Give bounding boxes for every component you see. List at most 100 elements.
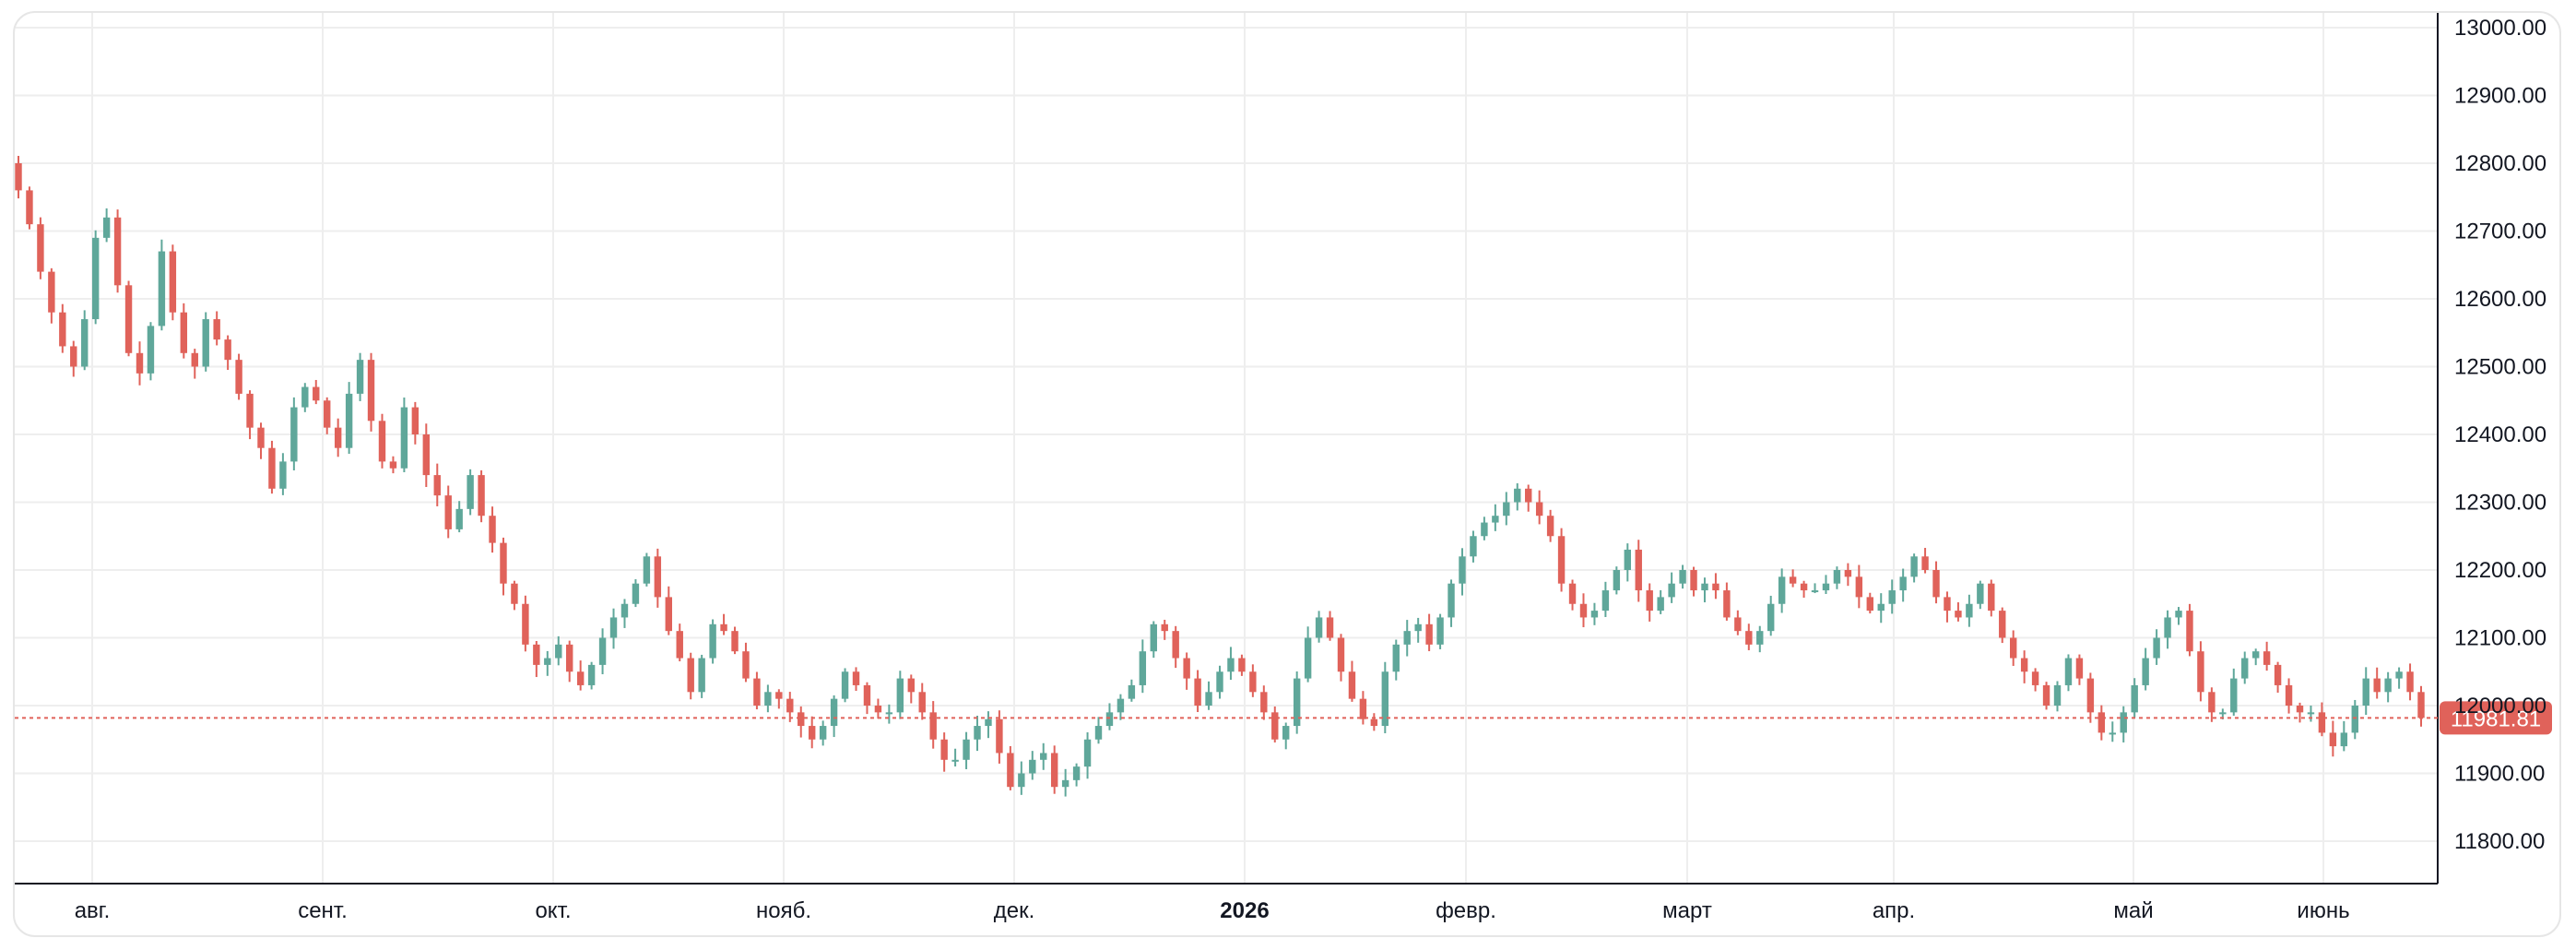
candle-down bbox=[478, 475, 485, 517]
candle-up bbox=[1503, 502, 1510, 517]
candle-down bbox=[411, 407, 419, 434]
y-tick-label: 12400.00 bbox=[2454, 422, 2546, 447]
candle-up bbox=[2120, 712, 2127, 733]
grid-lines bbox=[15, 13, 2438, 884]
candle-up bbox=[279, 461, 287, 489]
candle-up bbox=[1128, 684, 1136, 699]
y-tick-label: 13000.00 bbox=[2454, 16, 2546, 41]
candle-up bbox=[1304, 637, 1312, 679]
candle-up bbox=[1657, 597, 1664, 612]
candle-down bbox=[1525, 488, 1532, 503]
candle-up bbox=[81, 319, 89, 367]
last-price-label: 11981.81 bbox=[2451, 707, 2541, 731]
candle-down bbox=[59, 312, 66, 347]
candle-up bbox=[609, 617, 618, 638]
candles bbox=[15, 156, 2425, 797]
candle-up bbox=[290, 407, 298, 462]
candle-down bbox=[1579, 603, 1588, 618]
candle-down bbox=[334, 427, 342, 448]
candle-up bbox=[1822, 583, 1830, 591]
candle-down bbox=[940, 739, 948, 760]
candle-down bbox=[2197, 651, 2204, 693]
candle-up bbox=[985, 718, 992, 727]
x-tick-label: июнь bbox=[2297, 898, 2349, 923]
candle-down bbox=[2285, 684, 2293, 706]
candle-up bbox=[951, 759, 959, 762]
candle-down bbox=[2329, 732, 2337, 747]
candle-down bbox=[389, 461, 397, 469]
candle-up bbox=[1977, 583, 1984, 604]
candle-down bbox=[852, 671, 860, 685]
candle-up bbox=[356, 360, 364, 394]
last-price-line: 11981.81 bbox=[15, 701, 2552, 735]
candle-down bbox=[1568, 583, 1577, 604]
candle-down bbox=[1050, 753, 1058, 788]
candle-down bbox=[136, 352, 144, 374]
candle-up bbox=[1470, 536, 1477, 557]
candle-down bbox=[37, 224, 44, 272]
candle-down bbox=[1855, 576, 1863, 598]
candle-up bbox=[2351, 706, 2358, 733]
y-tick-label: 12100.00 bbox=[2454, 626, 2546, 651]
candle-down bbox=[1690, 570, 1697, 591]
candle-down bbox=[2296, 706, 2304, 713]
candle-down bbox=[676, 631, 683, 659]
candle-down bbox=[1646, 590, 1653, 612]
candle-down bbox=[996, 718, 1003, 754]
candle-up bbox=[1029, 759, 1036, 774]
candle-down bbox=[1370, 718, 1378, 727]
candlestick-chart[interactable]: 11981.81 13000.00 12900.00 12800.00 12700.0… bbox=[15, 13, 2559, 935]
candle-up bbox=[1061, 779, 1069, 788]
candle-down bbox=[422, 434, 431, 476]
candle-down bbox=[1734, 617, 1742, 632]
candle-up bbox=[1105, 712, 1114, 727]
candle-down bbox=[1932, 570, 1940, 598]
candle-down bbox=[2186, 611, 2193, 652]
candle-down bbox=[874, 706, 882, 713]
candle-up bbox=[1756, 631, 1764, 645]
candle-up bbox=[632, 583, 640, 604]
candle-down bbox=[2097, 712, 2106, 733]
candle-down bbox=[1745, 631, 1753, 645]
candle-down bbox=[907, 678, 915, 693]
last-price-badge bbox=[2440, 701, 2552, 735]
candle-up bbox=[2064, 658, 2073, 685]
candle-up bbox=[963, 739, 970, 760]
candle-up bbox=[467, 475, 474, 509]
candle-up bbox=[598, 637, 607, 665]
candle-up bbox=[1811, 590, 1819, 593]
candle-down bbox=[124, 285, 133, 353]
y-tick-label: 12700.00 bbox=[2454, 220, 2546, 244]
x-tick-label: май bbox=[2113, 898, 2153, 923]
candle-up bbox=[841, 671, 849, 699]
y-tick-label: 12000.00 bbox=[2454, 694, 2546, 718]
candle-up bbox=[2340, 732, 2348, 747]
candle-up bbox=[2053, 684, 2062, 706]
candle-up bbox=[2241, 658, 2249, 679]
x-axis-ticks: авг. сент. окт. нояб. дек. 2026 февр. март апр. м… bbox=[75, 898, 2350, 923]
candle-up bbox=[301, 386, 309, 408]
candle-down bbox=[180, 312, 188, 353]
candle-up bbox=[1701, 583, 1708, 591]
chart-frame: 11981.81 13000.00 12900.00 12800.00 12700.0… bbox=[13, 11, 2561, 937]
candle-up bbox=[1293, 678, 1301, 727]
candle-up bbox=[2109, 732, 2116, 735]
candle-down bbox=[2086, 678, 2095, 713]
candle-down bbox=[246, 393, 254, 428]
candle-down bbox=[1999, 611, 2006, 638]
candle-down bbox=[70, 346, 77, 367]
candle-down bbox=[2274, 664, 2282, 685]
candle-down bbox=[1337, 637, 1345, 672]
candle-down bbox=[433, 475, 441, 496]
candle-up bbox=[455, 508, 463, 529]
y-tick-label: 12200.00 bbox=[2454, 558, 2546, 583]
candle-down bbox=[1546, 516, 1554, 537]
candle-down bbox=[1921, 556, 1929, 570]
candle-down bbox=[731, 631, 739, 652]
candle-down bbox=[489, 516, 496, 543]
candle-down bbox=[511, 583, 518, 604]
candle-down bbox=[1800, 583, 1808, 591]
candle-down bbox=[2075, 658, 2084, 679]
x-tick-label: авг. bbox=[75, 898, 111, 923]
candle-up bbox=[1040, 753, 1047, 760]
